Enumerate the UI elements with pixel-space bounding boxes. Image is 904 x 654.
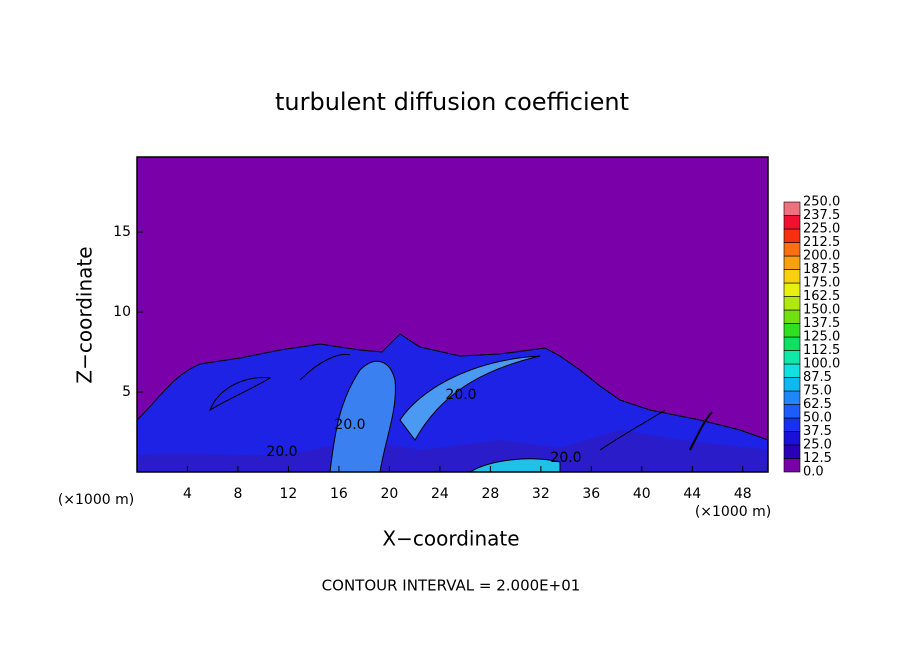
contour-line: [689, 411, 713, 451]
colorbar-label: 75.0: [803, 384, 832, 399]
colorbar-label: 100.0: [803, 357, 840, 372]
contour-line: [599, 409, 666, 451]
colorbar-box: [783, 404, 801, 419]
colorbar-label: 112.5: [803, 343, 840, 358]
colorbar-box: [783, 377, 801, 392]
y-axis-label: Z−coordinate: [73, 246, 97, 383]
x-tick-label: 24: [431, 486, 449, 502]
colorbar-label: 0.0: [803, 465, 824, 480]
colorbar-box: [783, 417, 801, 432]
x-tick-label: 16: [330, 486, 348, 502]
x-tick-label: 36: [582, 486, 600, 502]
colorbar-box: [783, 309, 801, 324]
x-tick-label: 4: [183, 486, 192, 502]
colorbar-label: 50.0: [803, 411, 832, 426]
x-tick-label: 8: [233, 486, 242, 502]
y-tick-label: 15: [113, 224, 131, 240]
plot-frame: [136, 156, 769, 473]
colorbar-label: 237.5: [803, 208, 840, 223]
colorbar-box: [783, 431, 801, 446]
colorbar-label: 87.5: [803, 370, 832, 385]
plot-area: [136, 156, 769, 473]
colorbar-box: [783, 255, 801, 270]
colorbar-label: 212.5: [803, 235, 840, 250]
colorbar-box: [783, 336, 801, 351]
colorbar-label: 37.5: [803, 424, 832, 439]
x-tick-label: 20: [380, 486, 398, 502]
plume: [329, 360, 396, 473]
colorbar-label: 12.5: [803, 451, 832, 466]
colorbar-box: [783, 269, 801, 284]
colorbar-label: 25.0: [803, 438, 832, 453]
contour-label: 20.0: [445, 387, 476, 403]
chart-title: turbulent diffusion coefficient: [275, 88, 629, 116]
contour-label: 20.0: [266, 444, 297, 460]
colorbar-box: [783, 390, 801, 405]
colorbar-box: [783, 282, 801, 297]
colorbar-label: 175.0: [803, 276, 840, 291]
contour-label: 20.0: [334, 417, 365, 433]
x-tick-label: 32: [532, 486, 550, 502]
colorbar-label: 187.5: [803, 262, 840, 277]
colorbar-label: 137.5: [803, 316, 840, 331]
contour-line: [208, 376, 272, 412]
colorbar-box: [783, 363, 801, 378]
colorbar-box: [783, 350, 801, 365]
colorbar-box: [783, 296, 801, 311]
y-tick-label: 10: [113, 304, 131, 320]
colorbar-box: [783, 458, 801, 473]
x-tick-label: 12: [280, 486, 298, 502]
x-axis-label: X−coordinate: [382, 527, 519, 551]
colorbar-box: [783, 215, 801, 230]
colorbar-box: [783, 444, 801, 459]
region-layer: [137, 430, 768, 472]
colorbar-box: [783, 242, 801, 257]
colorbar-label: 225.0: [803, 222, 840, 237]
x-tick-label: 48: [734, 486, 752, 502]
colorbar-label: 62.5: [803, 397, 832, 412]
contour-label: 20.0: [550, 450, 581, 466]
colorbar-box: [783, 201, 801, 216]
footer: CONTOUR INTERVAL = 2.000E+01: [322, 577, 581, 595]
x-unit: (×1000 m): [58, 492, 134, 508]
colorbar-box: [783, 323, 801, 338]
contour-line: [299, 353, 351, 381]
x-tick-label: 28: [481, 486, 499, 502]
x-tick-label: 40: [633, 486, 651, 502]
colorbar-label: 200.0: [803, 249, 840, 264]
colorbar-label: 125.0: [803, 330, 840, 345]
x-tick-label: 44: [683, 486, 701, 502]
colorbar-label: 150.0: [803, 303, 840, 318]
y-tick-label: 5: [122, 384, 131, 400]
colorbar-label: 250.0: [803, 195, 840, 210]
colorbar-label: 162.5: [803, 289, 840, 304]
streak: [468, 458, 561, 473]
colorbar-box: [783, 228, 801, 243]
x-unit: (×1000 m): [695, 504, 771, 520]
streak: [399, 355, 541, 441]
